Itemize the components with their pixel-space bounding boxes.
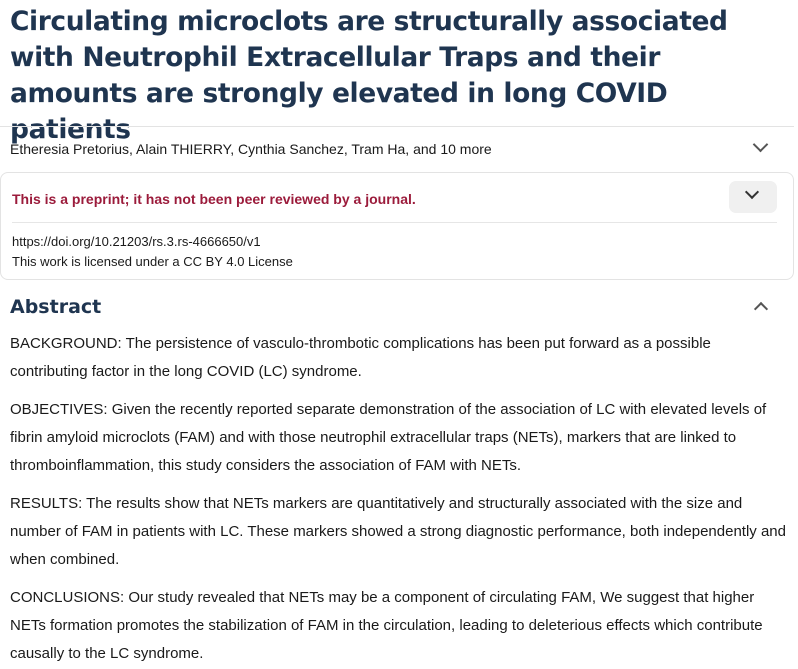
abstract-heading: Abstract	[10, 296, 102, 318]
divider	[12, 222, 777, 223]
abstract-paragraph: RESULTS: The results show that NETs mark…	[10, 495, 786, 568]
divider	[0, 126, 794, 127]
license-text: This work is licensed under a CC BY 4.0 …	[12, 254, 293, 269]
preprint-expand-button[interactable]	[729, 181, 777, 213]
author-list[interactable]: Etheresia Pretorius, Alain THIERRY, Cynt…	[10, 141, 492, 157]
abstract-body: BACKGROUND: The persistence of vasculo-t…	[10, 330, 790, 669]
doi-link[interactable]: https://doi.org/10.21203/rs.3.rs-4666650…	[12, 234, 261, 249]
preprint-notice: This is a preprint; it has not been peer…	[12, 191, 416, 207]
article-title: Circulating microclots are structurally …	[10, 6, 728, 145]
chevron-up-icon[interactable]	[753, 301, 769, 317]
chevron-down-icon	[744, 184, 760, 200]
abstract-paragraph: BACKGROUND: The persistence of vasculo-t…	[10, 335, 711, 380]
abstract-paragraph: OBJECTIVES: Given the recently reported …	[10, 401, 767, 474]
abstract-paragraph: CONCLUSIONS: Our study revealed that NET…	[10, 589, 763, 662]
preprint-info-card: This is a preprint; it has not been peer…	[0, 172, 794, 280]
